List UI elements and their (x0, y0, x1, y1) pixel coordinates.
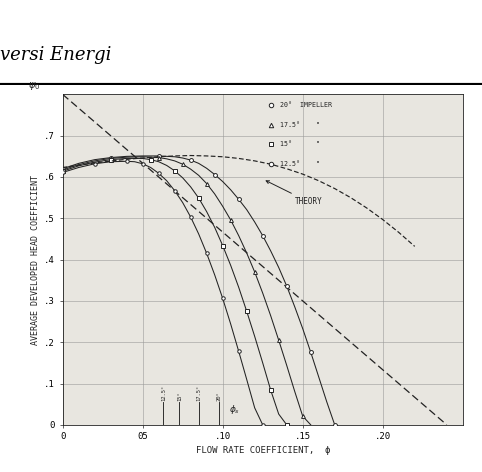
Text: 15°      ": 15° " (281, 142, 321, 147)
X-axis label: FLOW RATE COEFFICIENT,  ϕ: FLOW RATE COEFFICIENT, ϕ (196, 446, 330, 455)
Text: versi Energi: versi Energi (0, 46, 111, 64)
Text: 12.5°: 12.5° (161, 385, 166, 401)
Text: 12.5°    ": 12.5° " (281, 161, 321, 167)
Text: 17.5°    ": 17.5° " (281, 122, 321, 127)
Y-axis label: AVERAGE DEVELOPED HEAD COEFFICIENT: AVERAGE DEVELOPED HEAD COEFFICIENT (31, 175, 40, 345)
Text: 20°  IMPELLER: 20° IMPELLER (281, 102, 332, 108)
Text: 17.5°: 17.5° (196, 385, 201, 401)
Text: $\phi_s$: $\phi_s$ (229, 403, 240, 416)
Text: 15°: 15° (177, 391, 182, 401)
Text: $\psi_0$: $\psi_0$ (27, 80, 40, 93)
Text: THEORY: THEORY (266, 181, 322, 206)
Text: 20°: 20° (217, 391, 222, 401)
